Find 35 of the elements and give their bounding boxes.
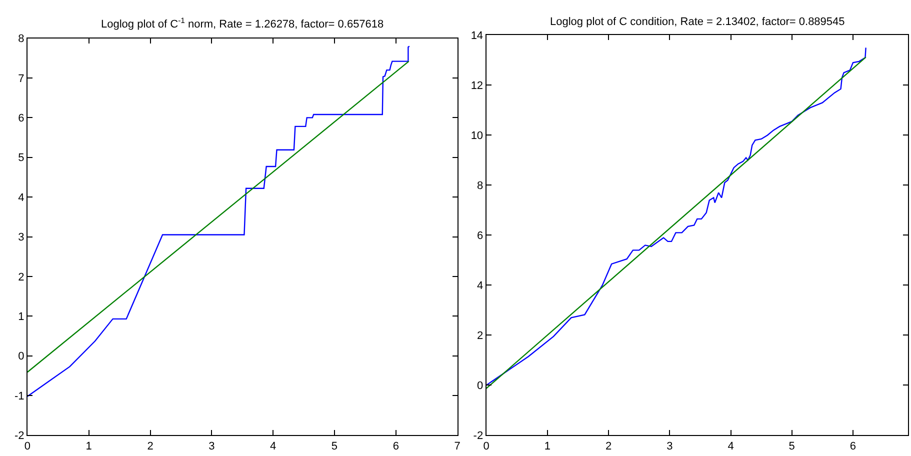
x-tick-label: 5 — [788, 440, 795, 452]
x-tick-label: 4 — [270, 440, 276, 452]
x-tick-label: 6 — [850, 440, 856, 452]
y-tick-label: 4 — [18, 192, 24, 204]
y-tick-label: -2 — [14, 430, 24, 442]
y-tick-label: 2 — [476, 330, 484, 342]
y-tick-label: 8 — [476, 180, 484, 192]
x-tick-label: 5 — [331, 440, 338, 452]
y-tick-label: 2 — [18, 271, 24, 284]
y-tick-label: 6 — [18, 112, 24, 125]
y-tick-label: 0 — [476, 380, 484, 392]
x-tick-label: 1 — [86, 440, 92, 452]
y-tick-label: 0 — [18, 350, 24, 363]
chart-title: Loglog plot of C condition, Rate = 2.13402, factor= 0.889545 — [550, 16, 845, 28]
x-tick-label: 2 — [605, 440, 612, 452]
x-tick-label: 3 — [666, 440, 673, 452]
chart-title: Loglog plot of C$^{-1}$ norm, Rate = 1.26278, factor= 0.657618 — [101, 16, 384, 31]
y-tick-label: -2 — [473, 430, 484, 442]
y-tick-label: 7 — [18, 72, 24, 85]
y-tick-label: 8 — [18, 33, 24, 46]
y-tick-label: 6 — [476, 230, 484, 242]
y-tick-label: 4 — [476, 280, 484, 292]
y-tick-label: 1 — [18, 311, 24, 324]
x-tick-label: 2 — [147, 440, 154, 452]
x-tick-label: 6 — [392, 440, 399, 452]
x-tick-label: 1 — [544, 440, 550, 452]
x-tick-label: 4 — [728, 440, 734, 452]
y-tick-label: 5 — [18, 152, 24, 164]
y-tick-label: 10 — [470, 130, 484, 142]
x-tick-label: 3 — [208, 440, 215, 452]
x-tick-label: 7 — [454, 440, 460, 452]
y-tick-label: 3 — [18, 232, 24, 244]
y-tick-label: 14 — [470, 30, 484, 42]
y-tick-label: -1 — [14, 390, 24, 402]
y-tick-label: 12 — [470, 80, 484, 92]
